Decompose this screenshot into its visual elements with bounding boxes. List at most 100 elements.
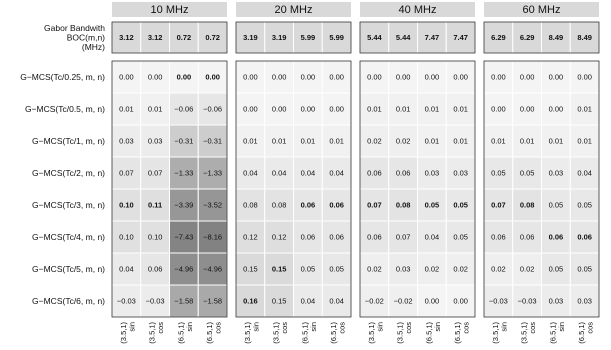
cell-label-60-mhz-r4-c1: 0.05 [491,169,506,178]
cell-label-40-mhz-r8-c3: 0.00 [425,297,440,306]
cell-label-60-mhz-r1-c3: 0.00 [549,73,564,82]
heatmap-cell-10-mhz-r5-c1 [111,188,142,222]
column-label-20-mhz-1-line2: sin [251,322,260,332]
heatmap-cell-40-mhz-r1-c2 [388,60,418,94]
cell-label-20-mhz-r3-c4: 0.01 [329,137,344,146]
row-label-7: G−MCS(Tc/5, m, n) [32,264,105,274]
heatmap-cell-20-mhz-r2-c4 [321,92,352,126]
cell-label-40-mhz-r1-c1: 0.00 [367,73,382,82]
cell-label-20-mhz-r6-c1: 0.12 [243,233,258,242]
heatmap-cell-60-mhz-r3-c3 [541,124,571,158]
cell-label-10-mhz-r8-c4: −1.58 [203,297,222,306]
column-label-40-mhz-1-line1: (3.5,1) [367,322,376,344]
column-label-10-mhz-3-line1: (6.5,1) [176,322,185,344]
cell-label-20-mhz-r1-c1: 0.00 [243,73,258,82]
column-label-40-mhz-4-line2: cos [462,322,471,334]
heatmap-cell-60-mhz-r5-c2 [512,188,542,222]
heatmap-cell-20-mhz-r7-c2 [264,252,294,286]
cell-label-60-mhz-r1-c1: 0.00 [491,73,506,82]
bandwidth-value-20-mhz-2: 3.19 [272,33,287,42]
cell-label-40-mhz-r5-c1: 0.07 [367,201,382,210]
heatmap-cell-60-mhz-r4-c3 [541,156,571,190]
heatmap-cell-40-mhz-r3-c3 [417,124,447,158]
cell-label-40-mhz-r8-c2: −0.02 [394,297,413,306]
cell-label-10-mhz-r5-c3: −3.39 [174,201,193,210]
bandwidth-cell-60-mhz-4 [569,21,600,54]
column-label-10-mhz-4-line2: cos [214,322,223,334]
cell-label-10-mhz-r1-c1: 0.00 [119,73,134,82]
cell-label-20-mhz-r2-c3: 0.00 [301,105,316,114]
cell-label-40-mhz-r4-c2: 0.06 [396,169,411,178]
panel-strip-60-mhz [484,2,599,17]
heatmap-cell-10-mhz-r1-c4 [197,60,228,94]
cell-label-20-mhz-r6-c2: 0.12 [272,233,287,242]
cell-label-10-mhz-r7-c2: 0.06 [148,265,163,274]
cell-label-60-mhz-r6-c4: 0.06 [577,233,592,242]
cell-label-20-mhz-r8-c4: 0.04 [329,297,344,306]
bandwidth-cell-40-mhz-2 [388,21,418,54]
bandwidth-value-40-mhz-3: 7.47 [425,33,440,42]
heatmap-cell-20-mhz-r6-c2 [264,220,294,254]
heatmap-cell-20-mhz-r2-c2 [264,92,294,126]
cell-label-60-mhz-r6-c2: 0.06 [520,233,535,242]
cell-label-20-mhz-r6-c4: 0.06 [329,233,344,242]
cell-label-20-mhz-r4-c2: 0.04 [272,169,287,178]
heatmap-cell-40-mhz-r8-c3 [417,284,447,318]
cell-label-40-mhz-r6-c2: 0.07 [396,233,411,242]
row-label-5: G−MCS(Tc/3, m, n) [32,200,105,210]
panel-title-20-mhz: 20 MHz [275,4,313,16]
cell-label-20-mhz-r2-c1: 0.00 [243,105,258,114]
cell-label-60-mhz-r3-c2: 0.01 [520,137,535,146]
heatmap-cell-60-mhz-r5-c4 [569,188,600,222]
cell-label-20-mhz-r7-c1: 0.15 [243,265,258,274]
panel-border-20-mhz [235,60,352,318]
heatmap-cell-10-mhz-r4-c3 [169,156,199,190]
bandwidth-label-line-1: Gabor Bandwith [44,23,105,33]
cell-label-20-mhz-r3-c3: 0.01 [301,137,316,146]
cell-label-40-mhz-r1-c3: 0.00 [425,73,440,82]
column-label-10-mhz-3-line2: sin [185,322,194,332]
bandwidth-value-60-mhz-1: 6.29 [491,33,506,42]
cell-label-60-mhz-r2-c3: 0.00 [549,105,564,114]
column-label-20-mhz-4-line1: (6.5,1) [329,322,338,344]
cell-label-10-mhz-r4-c4: −1.33 [203,169,222,178]
column-label-10-mhz-2-line2: cos [156,322,165,334]
column-label-60-mhz-1-line1: (3.5,1) [491,322,500,344]
heatmap-cell-20-mhz-r5-c3 [293,188,323,222]
column-label-60-mhz-3-line1: (6.5,1) [548,322,557,344]
heatmap-cell-20-mhz-r7-c1 [235,252,266,286]
bandwidth-value-40-mhz-1: 5.44 [367,33,382,42]
heatmap-cell-20-mhz-r8-c3 [293,284,323,318]
panel-strip-10-mhz [112,2,227,17]
heatmap-cell-60-mhz-r7-c2 [512,252,542,286]
cell-label-60-mhz-r8-c1: −0.03 [489,297,508,306]
cell-label-40-mhz-r7-c3: 0.02 [425,265,440,274]
cell-label-40-mhz-r4-c1: 0.06 [367,169,382,178]
cell-label-40-mhz-r2-c1: 0.01 [367,105,382,114]
cell-label-10-mhz-r6-c2: 0.10 [148,233,163,242]
column-label-10-mhz-1-line1: (3.5,1) [119,322,128,344]
bandwidth-value-20-mhz-1: 3.19 [243,33,258,42]
heatmap-cell-10-mhz-r6-c1 [111,220,142,254]
cell-label-20-mhz-r1-c4: 0.00 [329,73,344,82]
column-label-40-mhz-2-line1: (3.5,1) [396,322,405,344]
bandwidth-value-40-mhz-2: 5.44 [396,33,411,42]
column-label-60-mhz-2-line1: (3.5,1) [520,322,529,344]
cell-label-60-mhz-r3-c4: 0.01 [577,137,592,146]
cell-label-20-mhz-r2-c2: 0.00 [272,105,287,114]
cell-label-10-mhz-r1-c3: 0.00 [177,73,192,82]
cell-label-10-mhz-r3-c2: 0.03 [148,137,163,146]
cell-label-40-mhz-r5-c2: 0.08 [396,201,411,210]
heatmap-cell-10-mhz-r3-c3 [169,124,199,158]
cell-label-60-mhz-r3-c3: 0.01 [549,137,564,146]
cell-label-40-mhz-r6-c1: 0.06 [367,233,382,242]
heatmap-cell-10-mhz-r4-c1 [111,156,142,190]
cell-label-20-mhz-r2-c4: 0.00 [329,105,344,114]
cell-label-20-mhz-r7-c3: 0.05 [301,265,316,274]
column-label-20-mhz-1-line1: (3.5,1) [243,322,252,344]
cell-label-60-mhz-r6-c3: 0.06 [549,233,564,242]
cell-label-60-mhz-r4-c3: 0.03 [549,169,564,178]
cell-label-40-mhz-r8-c4: 0.00 [453,297,468,306]
heatmap-cell-40-mhz-r5-c1 [359,188,390,222]
